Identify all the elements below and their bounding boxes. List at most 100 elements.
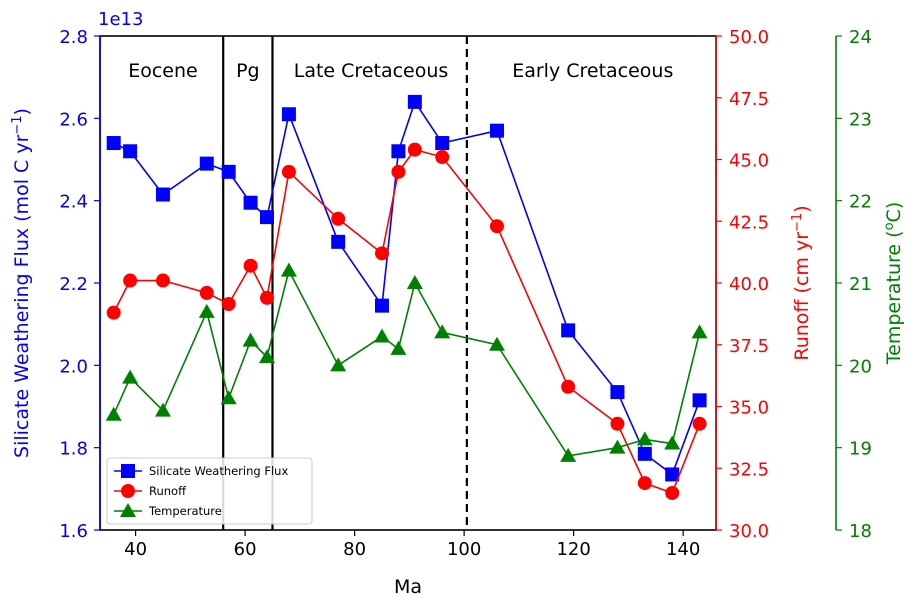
right-tick-label: 32.5 (729, 459, 769, 480)
temperature-marker (198, 303, 215, 318)
temperature-marker (434, 324, 451, 339)
right-tick-label: 37.5 (729, 336, 769, 357)
flux-marker (561, 323, 576, 338)
flux-marker (106, 136, 121, 151)
right-axis-label-close: ) (791, 205, 813, 212)
runoff-marker (489, 219, 504, 234)
far-right-axis-label-superscript: o (882, 222, 897, 230)
right-tick-label: 45.0 (729, 151, 769, 172)
far-right-tick-label: 22 (849, 192, 872, 213)
runoff-marker (637, 476, 652, 491)
flux-marker (123, 144, 138, 159)
flux-marker (489, 123, 504, 138)
x-tick-label: 80 (343, 539, 366, 560)
temperature-marker (636, 431, 653, 446)
x-tick-label: 120 (556, 539, 590, 560)
temperature-marker (691, 324, 708, 339)
left-axis-offset-text: 1e13 (98, 9, 143, 30)
right-tick-label: 40.0 (729, 274, 769, 295)
far-right-tick-label: 20 (849, 356, 872, 377)
legend-entry-label: Temperature (148, 504, 222, 518)
temperature-marker (373, 328, 390, 343)
left-tick-label: 1.6 (59, 521, 88, 542)
left-axis-label-main: Silicate Weathering Flux (mol C yr (11, 134, 33, 458)
flux-marker (281, 107, 296, 122)
far-right-tick-label: 24 (849, 27, 872, 48)
far-right-tick-label: 19 (849, 439, 872, 460)
x-tick-label: 40 (124, 539, 147, 560)
temperature-marker (280, 262, 297, 277)
flux-marker (260, 210, 275, 225)
series-line-triangle (112, 268, 701, 457)
left-tick-label: 2.2 (59, 274, 88, 295)
runoff-marker (260, 290, 275, 305)
legend-circle-marker (121, 484, 135, 498)
flux-marker (199, 156, 214, 171)
legend-triangle-marker (120, 503, 136, 517)
temperature-marker (390, 340, 407, 355)
temperature-marker (122, 369, 139, 384)
epoch-label: Pg (236, 60, 260, 82)
left-axis-label-superscript: −1 (10, 115, 25, 134)
temperature-marker (664, 435, 681, 450)
temperature-marker (242, 332, 259, 347)
right-tick-label: 30.0 (729, 521, 769, 542)
runoff-marker (391, 164, 406, 179)
temperature-marker (488, 336, 505, 351)
legend-square-marker (121, 464, 135, 478)
left-axis-label: Silicate Weathering Flux (mol C yr−1) (10, 108, 33, 458)
right-tick-label: 42.5 (729, 212, 769, 233)
flux-marker (331, 234, 346, 249)
runoff-marker (331, 211, 346, 226)
legend-box (106, 457, 313, 525)
flux-marker (692, 393, 707, 408)
left-axis-label-close: ) (11, 108, 33, 115)
far-right-axis-label-main: Temperature ( (883, 230, 905, 365)
x-tick-label: 140 (666, 539, 700, 560)
runoff-marker (243, 258, 258, 273)
far-right-tick-label: 21 (849, 274, 872, 295)
temperature-marker (609, 439, 626, 454)
temperature-marker (220, 390, 237, 405)
epoch-label: Late Cretaceous (294, 60, 449, 82)
flux-marker (637, 446, 652, 461)
legend-entry-label: Silicate Weathering Flux (149, 464, 288, 478)
axes: 40 60 80 100 120 140 Ma 1.6 1.8 2.0 2.2 2.4 2.6 2.8 1e… (10, 9, 905, 598)
runoff-marker (561, 379, 576, 394)
temperature-marker (259, 349, 276, 364)
right-axis-label: Runoff (cm yr−1) (790, 205, 813, 360)
runoff-marker (407, 142, 422, 157)
right-tick-label: 35.0 (729, 398, 769, 419)
runoff-marker (692, 416, 707, 431)
runoff-marker (199, 285, 214, 300)
runoff-marker (374, 246, 389, 261)
x-tick-label: 100 (447, 539, 481, 560)
runoff-marker (665, 485, 680, 500)
plot-area: Eocene Pg Late Cretaceous Early Cretaceous (105, 36, 708, 530)
flux-marker (391, 144, 406, 159)
left-tick-label: 1.8 (59, 439, 88, 460)
temperature-marker (560, 447, 577, 462)
epoch-label: Early Cretaceous (512, 60, 673, 82)
left-tick-label: 2.8 (59, 27, 88, 48)
temperature-marker (406, 275, 423, 289)
runoff-marker (610, 416, 625, 431)
far-right-axis-label: Temperature (oC) (882, 202, 905, 365)
runoff-marker (435, 150, 450, 165)
series-line-circle (112, 148, 701, 494)
right-axis-label-superscript: −1 (790, 213, 805, 232)
flux-marker (435, 136, 450, 151)
plot-frame (99, 35, 717, 531)
runoff-marker (281, 164, 296, 179)
far-right-tick-label: 18 (849, 521, 872, 542)
flux-marker (221, 164, 236, 179)
right-axis-label-main: Runoff (cm yr (791, 232, 813, 361)
epoch-label: Eocene (128, 60, 198, 82)
left-tick-label: 2.4 (59, 192, 88, 213)
runoff-marker (155, 273, 170, 288)
legend-entry-label: Runoff (149, 484, 187, 498)
flux-marker (665, 467, 680, 482)
legend: Silicate Weathering Flux Runoff Temperatur… (106, 457, 313, 525)
temperature-marker (154, 402, 171, 417)
